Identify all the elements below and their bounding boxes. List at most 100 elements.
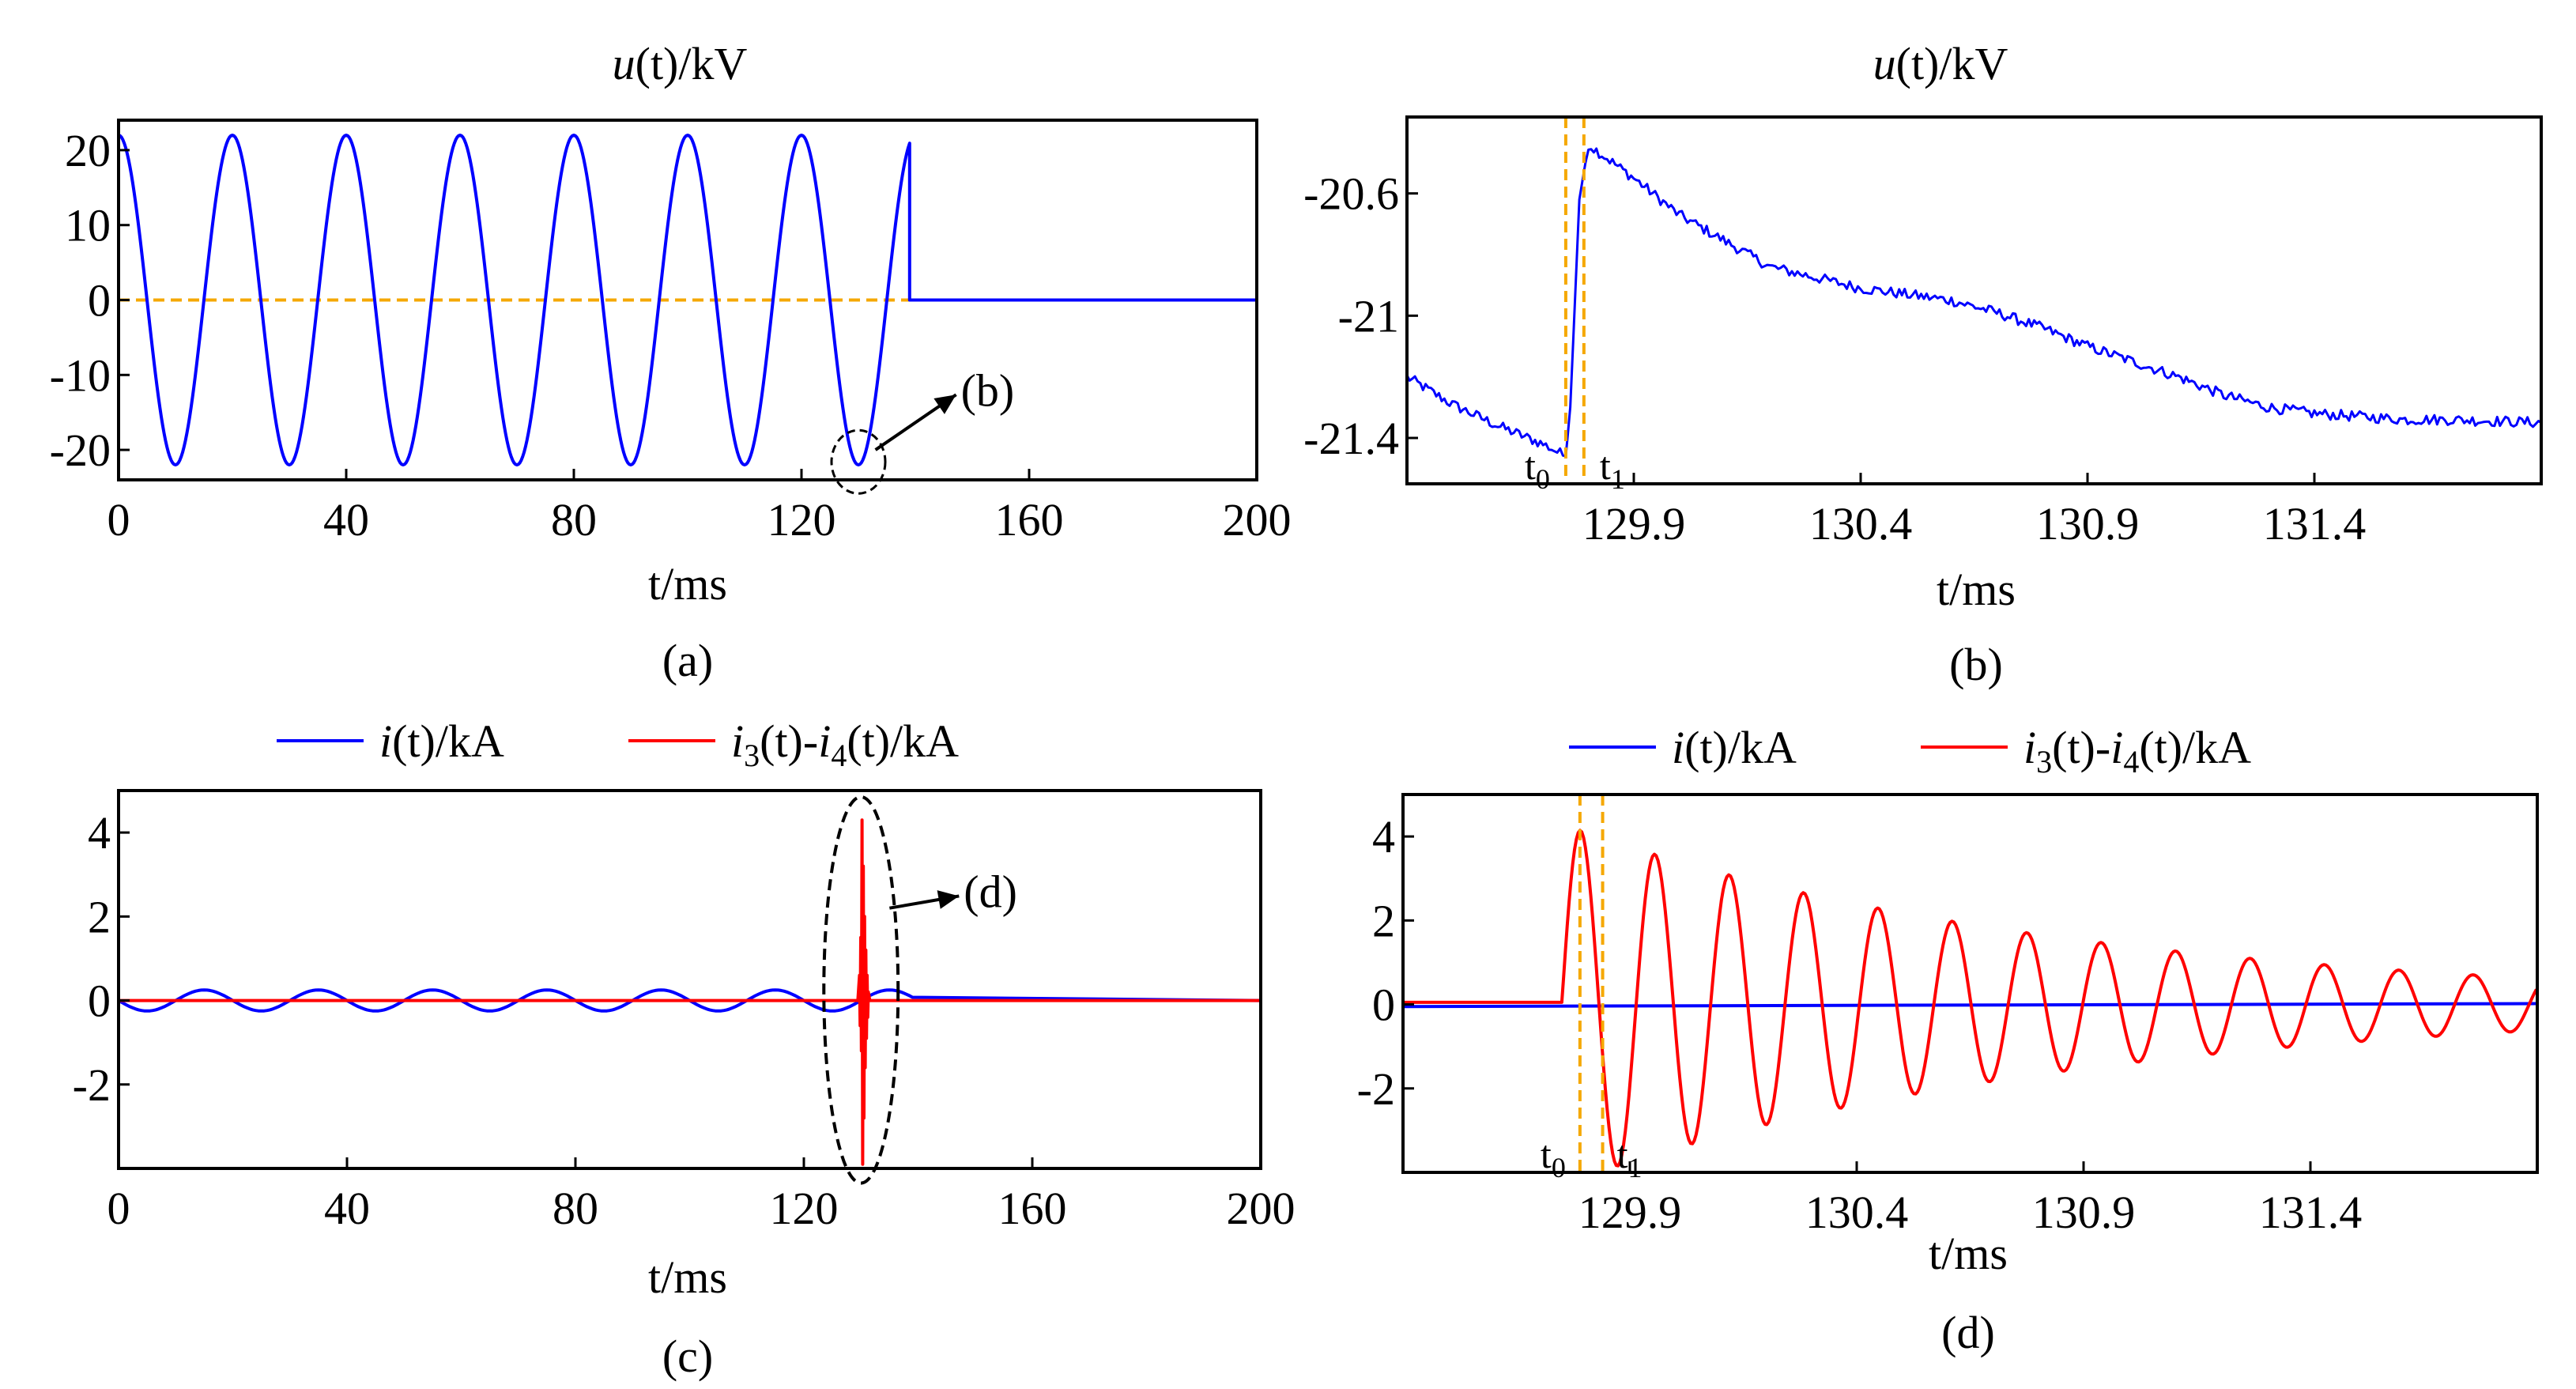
- chart-d-caption: (d): [1941, 1307, 1995, 1358]
- chart-d-xtick-label-1: 130.4: [1805, 1187, 1909, 1238]
- chart-b-x-ticks: 129.9 130.4 130.9 131.4: [1582, 473, 2367, 549]
- chart-c-legend-diff-i3: i: [731, 715, 744, 767]
- chart-d-legend-diff-i3: i: [2023, 722, 2036, 773]
- chart-a-zoom-circle: [830, 428, 887, 495]
- chart-b-ytick-label-0: -20.6: [1303, 168, 1399, 220]
- chart-a-xtick-label-5: 200: [1223, 494, 1292, 545]
- chart-a-ytick-label-2: 0: [88, 275, 111, 326]
- chart-b-ytick-label-2: -21.4: [1303, 413, 1399, 464]
- chart-c-legend: i(t)/kA i3(t)-i4(t)/kA: [277, 715, 959, 773]
- chart-c-ytick-label-0: 4: [88, 807, 111, 859]
- chart-d-guide-label-0: t0: [1541, 1132, 1566, 1183]
- chart-b-guide-label-1: t1: [1600, 443, 1625, 495]
- chart-c-xtick-label-3: 120: [770, 1183, 839, 1234]
- chart-d-series-layer: [1402, 828, 2538, 1168]
- chart-a-caption: (a): [662, 635, 713, 686]
- chart-a-xtick-label-3: 120: [768, 494, 836, 545]
- chart-a-series-layer: [118, 134, 1257, 466]
- chart-d-legend-diff-mid: (t)-: [2052, 722, 2110, 773]
- chart-panel-a: u(t)/kV (b) 0 40 80 120 160 200 20 10 0 -10 -20 t…: [50, 38, 1292, 686]
- chart-c-callout-label: (d): [964, 866, 1017, 917]
- chart-a-ytick-label-0: 20: [65, 125, 111, 176]
- chart-a-xtick-label-4: 160: [995, 494, 1064, 545]
- chart-a-x-ticks: 0 40 80 120 160 200: [107, 469, 1292, 545]
- chart-a-callout-label: (b): [961, 364, 1015, 416]
- chart-c-legend-current-text: (t)/kA: [392, 715, 504, 767]
- chart-d-xtick-label-3: 131.4: [2259, 1187, 2363, 1238]
- chart-c-overlay-layer: (d): [822, 795, 1017, 1185]
- chart-c-legend-current-symbol: i: [379, 715, 392, 767]
- chart-c-xtick-label-5: 200: [1227, 1183, 1296, 1234]
- chart-d-legend-diff: i3(t)-i4(t)/kA: [2023, 722, 2251, 779]
- chart-b-title-rest: (t)/kV: [1896, 38, 2008, 89]
- chart-d-guide-label-1: t1: [1617, 1132, 1643, 1183]
- chart-d-ytick-label-1: 2: [1372, 895, 1395, 946]
- chart-c-legend-diff-mid: (t)-: [760, 715, 818, 767]
- chart-b-title-italic: u: [1873, 38, 1896, 89]
- chart-b-guide-label-0: t0: [1525, 443, 1550, 495]
- chart-c-xtick-label-4: 160: [998, 1183, 1067, 1234]
- chart-c-ytick-label-1: 2: [88, 891, 111, 942]
- chart-d-legend-current-text: (t)/kA: [1684, 722, 1797, 773]
- chart-d-ytick-label-2: 0: [1372, 979, 1395, 1031]
- chart-b-series-voltage: [1405, 147, 2542, 458]
- chart-a-xtick-label-1: 40: [323, 494, 369, 545]
- chart-c-xtick-label-0: 0: [107, 1183, 130, 1234]
- chart-c-legend-diff-sub3: 3: [744, 738, 760, 773]
- chart-d-legend-current-symbol: i: [1672, 722, 1684, 773]
- chart-b-series-layer: [1405, 147, 2542, 458]
- chart-c-series-diff: [119, 818, 1261, 1166]
- chart-a-title: u(t)/kV: [613, 38, 748, 89]
- chart-panel-b: u(t)/kV t0 t1 129.9 130.4 130.9 131.4 -20.6-…: [1303, 38, 2543, 690]
- chart-d-ytick-label-0: 4: [1372, 811, 1395, 862]
- chart-c-x-ticks: 0 40 80 120 160 200: [107, 1157, 1296, 1234]
- chart-d-ytick-label-3: -2: [1357, 1063, 1395, 1115]
- chart-a-ytick-label-4: -20: [50, 425, 111, 476]
- chart-c-legend-diff-i4: i: [818, 715, 831, 767]
- chart-a-callout-arrowhead: [933, 394, 956, 414]
- chart-d-legend-diff-sub4: 4: [2123, 744, 2139, 779]
- chart-a-title-italic: u: [613, 38, 636, 89]
- chart-c-caption: (c): [662, 1330, 713, 1382]
- chart-d-series-diff: [1403, 828, 2538, 1168]
- chart-b-xtick-label-3: 131.4: [2263, 498, 2367, 549]
- chart-c-ytick-label-2: 0: [88, 976, 111, 1027]
- chart-b-xtick-label-0: 129.9: [1582, 498, 1686, 549]
- chart-a-ytick-label-1: 10: [65, 200, 111, 251]
- chart-c-legend-current: i(t)/kA: [379, 715, 504, 767]
- chart-a-xlabel: t/ms: [648, 558, 727, 610]
- chart-c-ytick-label-3: -2: [73, 1059, 111, 1111]
- chart-d-legend-diff-sub3: 3: [2036, 744, 2052, 779]
- chart-a-xtick-label-2: 80: [551, 494, 597, 545]
- chart-b-ytick-label-1: -21: [1338, 290, 1399, 342]
- chart-b-xtick-label-1: 130.4: [1809, 498, 1913, 549]
- chart-b-plot-frame: [1405, 115, 2543, 485]
- chart-b-xtick-label-2: 130.9: [2036, 498, 2140, 549]
- chart-b-y-ticks: -20.6 -21 -21.4: [1303, 168, 1418, 464]
- chart-b-title: u(t)/kV: [1873, 38, 2008, 89]
- chart-d-xlabel: t/ms: [1929, 1228, 2008, 1279]
- chart-c-xtick-label-1: 40: [324, 1183, 370, 1234]
- chart-d-y-ticks: 4 2 0 -2: [1357, 811, 1414, 1115]
- chart-c-zoom-ellipse: [822, 795, 900, 1185]
- chart-c-y-ticks: 4 2 0 -2: [73, 807, 130, 1111]
- chart-c-xtick-label-2: 80: [553, 1183, 598, 1234]
- chart-d-xtick-label-2: 130.9: [2032, 1187, 2136, 1238]
- chart-c-legend-diff: i3(t)-i4(t)/kA: [731, 715, 959, 773]
- chart-panel-c: i(t)/kA i3(t)-i4(t)/kA (d) 0 40 80 120 160 20…: [73, 715, 1296, 1382]
- chart-d-legend-current: i(t)/kA: [1672, 722, 1797, 773]
- chart-d-overlay-layer: t0 t1: [1541, 795, 1643, 1183]
- chart-c-callout-arrowhead: [937, 890, 960, 909]
- chart-c-series-layer: [118, 818, 1262, 1166]
- chart-b-caption: (b): [1949, 639, 2003, 690]
- chart-a-xtick-label-0: 0: [107, 494, 130, 545]
- chart-c-legend-diff-sub4: 4: [831, 738, 847, 773]
- chart-d-legend: i(t)/kA i3(t)-i4(t)/kA: [1569, 722, 2251, 779]
- chart-a-overlay-layer: (b): [830, 364, 1015, 495]
- chart-a-title-rest: (t)/kV: [636, 38, 748, 89]
- chart-a-ytick-label-3: -10: [50, 349, 111, 401]
- chart-d-x-ticks: 129.9 130.4 130.9 131.4: [1578, 1161, 2363, 1238]
- chart-c-legend-diff-rest: (t)/kA: [847, 715, 959, 767]
- chart-a-y-ticks: 20 10 0 -10 -20: [50, 125, 130, 476]
